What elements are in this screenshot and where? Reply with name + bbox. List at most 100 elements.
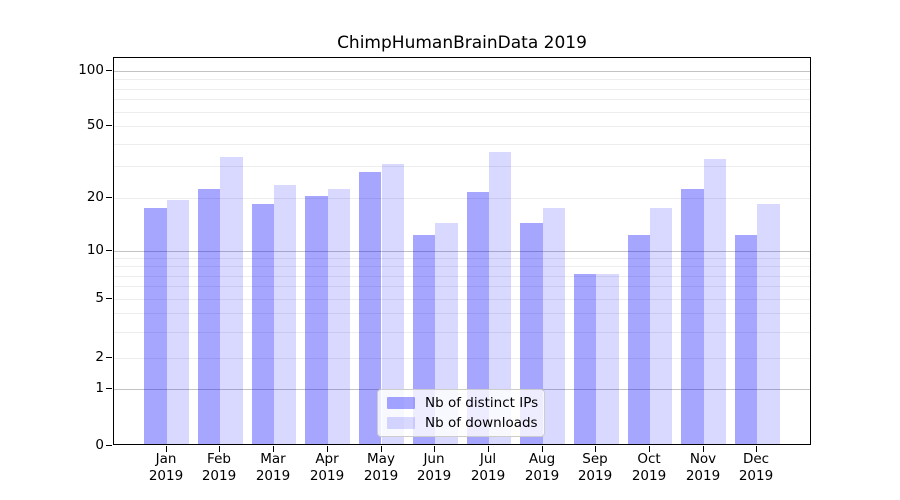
y-tick-mark (106, 250, 112, 251)
x-tick-mark (381, 446, 382, 452)
x-tick-year: 2019 (255, 468, 291, 484)
x-tick-label-oct: Oct 2019 (617, 451, 681, 485)
minor-gridline (114, 266, 810, 267)
x-tick-label-mar: Mar 2019 (241, 451, 305, 485)
bar-aug-downloads (542, 208, 565, 444)
minor-gridline (114, 126, 810, 127)
y-tick-mark (106, 445, 112, 446)
bar-dec-downloads (757, 204, 780, 444)
minor-gridline (114, 276, 810, 277)
x-tick-year: 2019 (577, 468, 613, 484)
legend-row-distinct-ips: Nb of distinct IPs (387, 395, 544, 412)
bar-jan-distinct-ips (144, 208, 167, 444)
x-tick-mark (703, 446, 704, 452)
y-tick-label: 5 (95, 290, 104, 306)
legend-row-downloads: Nb of downloads (387, 415, 544, 432)
x-tick-mark (219, 446, 220, 452)
bar-jul-downloads (488, 152, 512, 444)
bar-aug-distinct-ips (520, 223, 543, 444)
x-tick-label-may: May 2019 (349, 451, 413, 485)
bar-feb-distinct-ips (198, 188, 221, 444)
y-tick-mark (106, 125, 112, 126)
x-tick-label-sep: Sep 2019 (563, 451, 627, 485)
x-tick-month: Oct (637, 451, 661, 467)
minor-gridline (114, 144, 810, 145)
y-tick-label: 20 (86, 189, 104, 205)
x-tick-month: Apr (315, 451, 339, 467)
bar-mar-downloads (274, 185, 297, 444)
minor-gridline (114, 198, 810, 199)
x-tick-label-apr: Apr 2019 (295, 451, 359, 485)
bar-feb-downloads (220, 156, 243, 444)
minor-gridline (114, 358, 810, 359)
bar-sep-downloads (596, 273, 619, 444)
x-tick-mark (595, 446, 596, 452)
y-tick-label: 50 (86, 117, 104, 133)
x-tick-month: Aug (528, 451, 556, 467)
x-tick-month: Dec (742, 451, 770, 467)
legend: Nb of distinct IPs Nb of downloads (377, 389, 545, 437)
x-tick-year: 2019 (309, 468, 345, 484)
bar-oct-downloads (650, 208, 673, 444)
x-tick-year: 2019 (148, 468, 184, 484)
y-tick-mark (106, 298, 112, 299)
x-tick-label-aug: Aug 2019 (510, 451, 574, 485)
bar-nov-downloads (703, 159, 727, 444)
bar-may-distinct-ips (359, 172, 382, 444)
minor-gridline (114, 166, 810, 167)
bar-jun-downloads (435, 223, 458, 444)
bar-mar-distinct-ips (251, 204, 275, 444)
minor-gridline (114, 99, 810, 100)
x-tick-mark (756, 446, 757, 452)
minor-gridline (114, 258, 810, 259)
x-tick-month: Jul (479, 451, 497, 467)
minor-gridline (114, 299, 810, 300)
x-tick-month: Jun (423, 451, 445, 467)
major-gridline (114, 71, 810, 72)
y-tick-label: 2 (95, 349, 104, 365)
bar-apr-distinct-ips (305, 196, 328, 444)
x-tick-label-jan: Jan 2019 (134, 451, 198, 485)
minor-gridline (114, 79, 810, 80)
x-tick-month: Mar (260, 451, 286, 467)
x-tick-mark (434, 446, 435, 452)
y-tick-mark (106, 388, 112, 389)
bar-may-downloads (381, 164, 404, 444)
x-tick-month: Jan (155, 451, 177, 467)
legend-swatch-downloads (387, 417, 415, 429)
bar-dec-distinct-ips (735, 235, 758, 444)
major-gridline (114, 251, 810, 252)
legend-label-distinct-ips: Nb of distinct IPs (425, 394, 539, 411)
minor-gridline (114, 89, 810, 90)
x-tick-year: 2019 (738, 468, 774, 484)
plot-area (113, 57, 811, 445)
x-tick-mark (542, 446, 543, 452)
x-tick-mark (649, 446, 650, 452)
x-tick-mark (166, 446, 167, 452)
x-tick-year: 2019 (524, 468, 560, 484)
x-tick-year: 2019 (363, 468, 399, 484)
x-tick-label-nov: Nov 2019 (671, 451, 735, 485)
bar-sep-distinct-ips (573, 273, 597, 444)
x-tick-month: Feb (207, 451, 231, 467)
y-tick-mark (106, 197, 112, 198)
y-tick-label: 1 (95, 380, 104, 396)
x-tick-month: May (367, 451, 395, 467)
y-tick-label: 0 (95, 437, 104, 453)
x-tick-year: 2019 (470, 468, 506, 484)
bar-nov-distinct-ips (681, 188, 704, 444)
bar-jul-distinct-ips (466, 192, 489, 444)
x-tick-year: 2019 (631, 468, 667, 484)
x-tick-year: 2019 (201, 468, 237, 484)
x-tick-mark (327, 446, 328, 452)
legend-label-downloads: Nb of downloads (425, 414, 538, 431)
minor-gridline (114, 286, 810, 287)
bar-apr-downloads (327, 188, 351, 444)
bar-oct-distinct-ips (627, 235, 650, 444)
x-tick-year: 2019 (685, 468, 721, 484)
y-tick-label: 100 (78, 62, 104, 78)
legend-swatch-distinct-ips (387, 397, 415, 409)
x-tick-mark (488, 446, 489, 452)
y-tick-mark (106, 70, 112, 71)
